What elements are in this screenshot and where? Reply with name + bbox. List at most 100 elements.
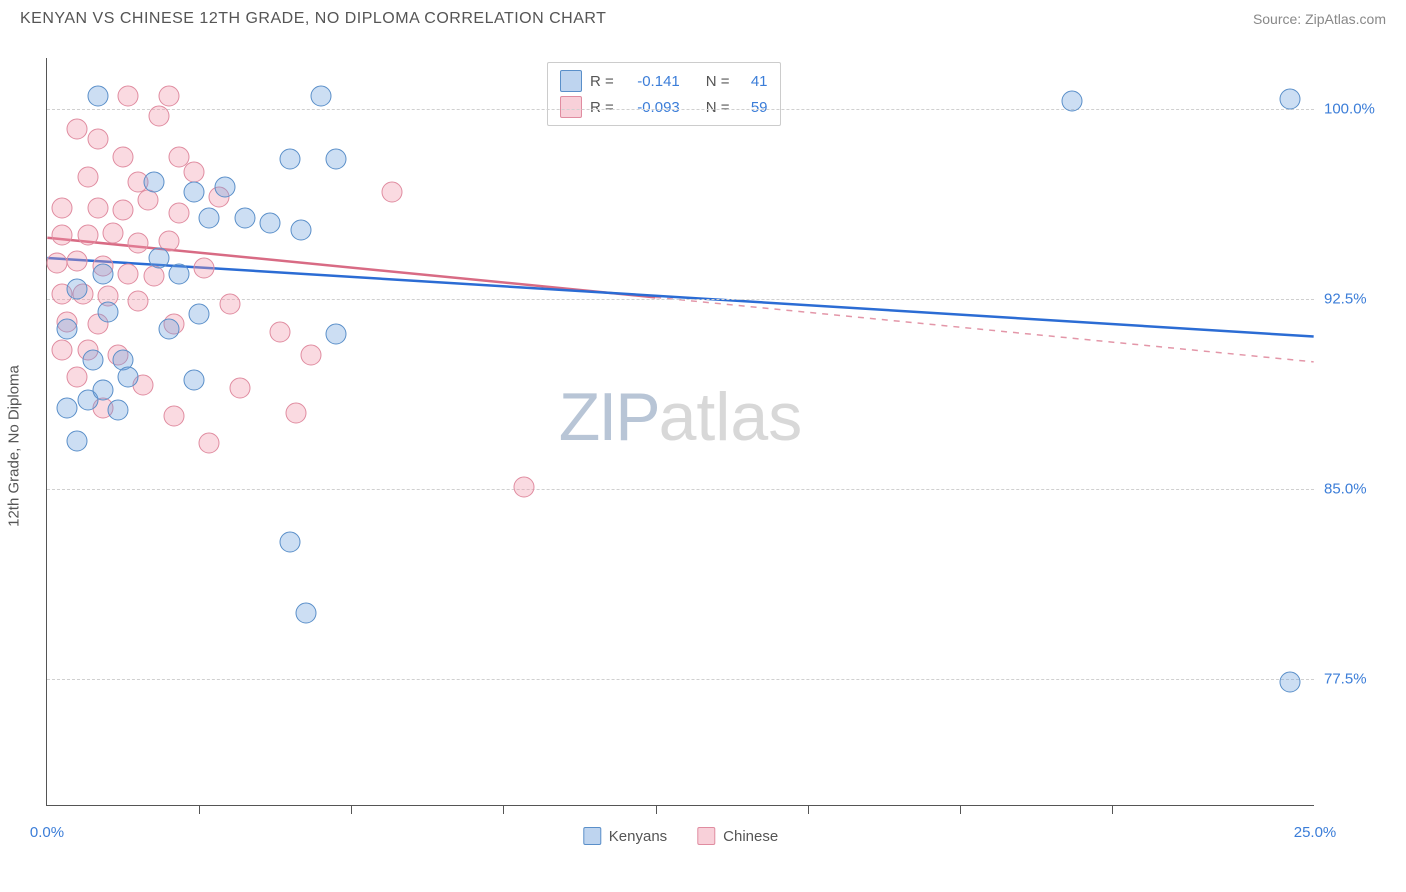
chart-header: KENYAN VS CHINESE 12TH GRADE, NO DIPLOMA… — [0, 0, 1406, 36]
data-point-kenyans — [92, 380, 113, 401]
r-value-kenyans: -0.141 — [622, 73, 680, 90]
data-point-chinese — [138, 189, 159, 210]
gridline — [47, 109, 1314, 110]
data-point-chinese — [113, 200, 134, 221]
data-point-kenyans — [67, 430, 88, 451]
data-point-kenyans — [295, 603, 316, 624]
data-point-chinese — [118, 86, 139, 107]
legend-row-chinese: R = -0.093 N = 59 — [560, 94, 768, 120]
r-value-chinese: -0.093 — [622, 99, 680, 116]
data-point-kenyans — [280, 532, 301, 553]
data-point-chinese — [168, 202, 189, 223]
data-point-chinese — [148, 106, 169, 127]
data-point-chinese — [199, 433, 220, 454]
trend-lines — [47, 58, 1314, 805]
swatch-pink — [697, 827, 715, 845]
data-point-kenyans — [234, 207, 255, 228]
legend-label-kenyans: Kenyans — [609, 828, 667, 845]
data-point-kenyans — [199, 207, 220, 228]
data-point-kenyans — [97, 301, 118, 322]
data-point-chinese — [194, 258, 215, 279]
y-tick-label: 85.0% — [1324, 481, 1396, 498]
data-point-chinese — [270, 321, 291, 342]
data-point-kenyans — [184, 182, 205, 203]
data-point-kenyans — [1061, 91, 1082, 112]
data-point-kenyans — [168, 263, 189, 284]
data-point-chinese — [87, 197, 108, 218]
data-point-chinese — [87, 129, 108, 150]
data-point-chinese — [67, 118, 88, 139]
data-point-chinese — [52, 225, 73, 246]
watermark-atlas: atlas — [659, 379, 803, 455]
gridline — [47, 489, 1314, 490]
data-point-chinese — [128, 291, 149, 312]
legend-row-kenyans: R = -0.141 N = 41 — [560, 68, 768, 94]
data-point-chinese — [113, 146, 134, 167]
data-point-kenyans — [67, 278, 88, 299]
x-tick — [656, 805, 657, 814]
data-point-chinese — [285, 402, 306, 423]
source-attribution: Source: ZipAtlas.com — [1253, 11, 1386, 27]
data-point-chinese — [143, 266, 164, 287]
x-tick-label: 25.0% — [1294, 824, 1337, 841]
x-tick — [351, 805, 352, 814]
data-point-kenyans — [92, 263, 113, 284]
data-point-kenyans — [148, 248, 169, 269]
y-tick-label: 100.0% — [1324, 100, 1396, 117]
x-tick — [808, 805, 809, 814]
r-label: R = — [590, 99, 614, 116]
data-point-chinese — [513, 476, 534, 497]
x-tick — [1112, 805, 1113, 814]
x-tick-label: 0.0% — [30, 824, 64, 841]
data-point-chinese — [52, 339, 73, 360]
x-tick — [199, 805, 200, 814]
data-point-chinese — [52, 197, 73, 218]
data-point-kenyans — [143, 172, 164, 193]
y-tick-label: 92.5% — [1324, 290, 1396, 307]
data-point-kenyans — [118, 367, 139, 388]
gridline — [47, 679, 1314, 680]
watermark: ZIPatlas — [559, 378, 802, 456]
n-label: N = — [706, 99, 730, 116]
data-point-kenyans — [326, 324, 347, 345]
data-point-kenyans — [1279, 671, 1300, 692]
r-label: R = — [590, 73, 614, 90]
data-point-kenyans — [87, 86, 108, 107]
legend-label-chinese: Chinese — [723, 828, 778, 845]
data-point-chinese — [77, 167, 98, 188]
data-point-chinese — [300, 344, 321, 365]
data-point-chinese — [67, 250, 88, 271]
data-point-kenyans — [290, 220, 311, 241]
data-point-chinese — [118, 263, 139, 284]
data-point-chinese — [128, 233, 149, 254]
chart-title: KENYAN VS CHINESE 12TH GRADE, NO DIPLOMA… — [20, 10, 606, 28]
swatch-pink — [560, 96, 582, 118]
data-point-chinese — [163, 405, 184, 426]
data-point-kenyans — [82, 349, 103, 370]
data-point-chinese — [184, 162, 205, 183]
y-axis-label: 12th Grade, No Diploma — [6, 365, 23, 527]
data-point-chinese — [102, 222, 123, 243]
x-tick — [960, 805, 961, 814]
data-point-chinese — [219, 293, 240, 314]
data-point-chinese — [47, 253, 68, 274]
data-point-kenyans — [57, 319, 78, 340]
data-point-kenyans — [108, 400, 129, 421]
data-point-chinese — [381, 182, 402, 203]
data-point-kenyans — [184, 370, 205, 391]
data-point-kenyans — [326, 149, 347, 170]
data-point-chinese — [158, 86, 179, 107]
data-point-chinese — [67, 367, 88, 388]
n-label: N = — [706, 73, 730, 90]
swatch-blue — [583, 827, 601, 845]
data-point-kenyans — [310, 86, 331, 107]
series-legend: Kenyans Chinese — [583, 827, 778, 845]
n-value-chinese: 59 — [738, 99, 768, 116]
n-value-kenyans: 41 — [738, 73, 768, 90]
data-point-chinese — [229, 377, 250, 398]
watermark-zip: ZIP — [559, 379, 659, 455]
swatch-blue — [560, 70, 582, 92]
data-point-kenyans — [214, 177, 235, 198]
data-point-kenyans — [1279, 88, 1300, 109]
data-point-kenyans — [280, 149, 301, 170]
